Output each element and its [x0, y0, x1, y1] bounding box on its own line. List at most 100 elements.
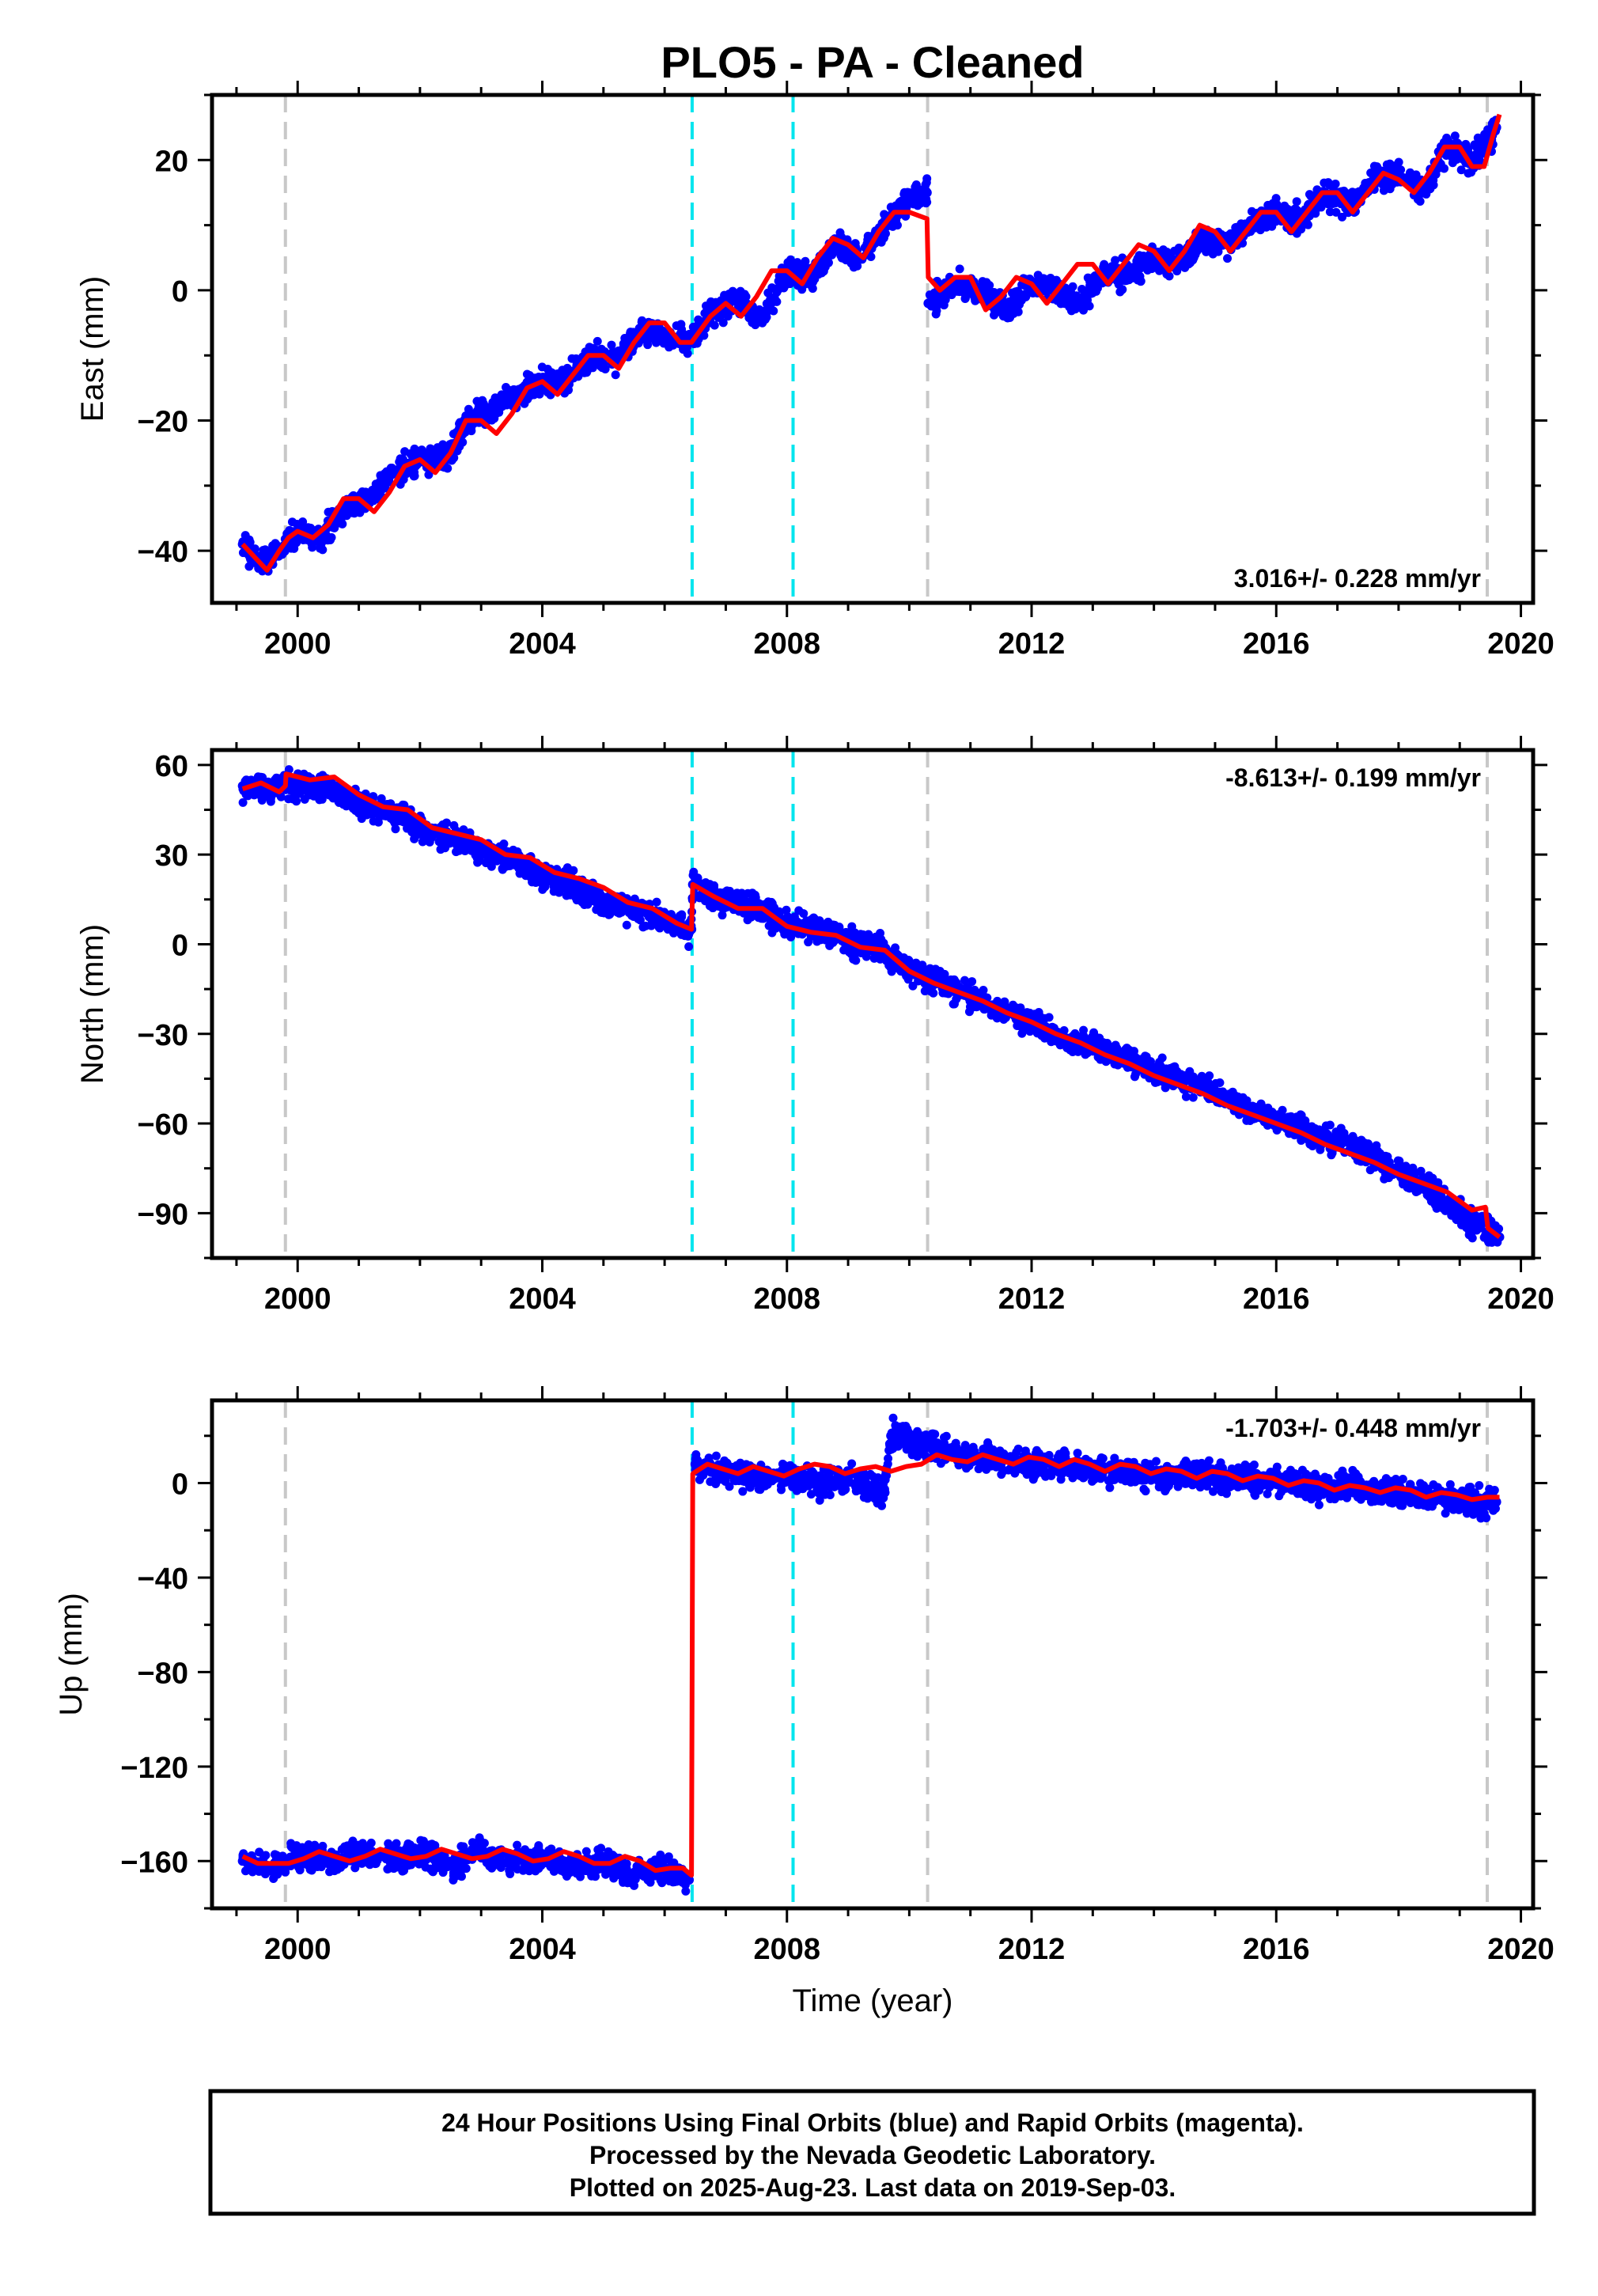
east-data-point [955, 264, 964, 274]
north-data-point [580, 900, 589, 909]
east-data-point [424, 470, 434, 479]
north-data-point [967, 1003, 976, 1013]
east-plot-content [237, 95, 1502, 603]
east-data-point [888, 222, 898, 231]
east-data-point [1039, 286, 1049, 296]
north-data-point [1034, 1007, 1043, 1017]
north-data-point [767, 897, 776, 907]
north-data-point [634, 911, 644, 920]
east-data-point [672, 321, 681, 331]
east-x-tick-label: 2016 [1243, 627, 1310, 661]
east-data-point [757, 311, 767, 321]
east-data-point [866, 252, 876, 262]
east-data-point [770, 293, 779, 302]
east-data-point [1456, 165, 1466, 175]
north-data-point [767, 928, 777, 938]
north-data-point [743, 897, 752, 907]
east-data-point [932, 306, 941, 316]
east-data-point [1418, 188, 1428, 198]
east-data-point [953, 278, 964, 289]
east-y-axis-label: East (mm) [75, 276, 110, 422]
north-data-point [1040, 1013, 1050, 1023]
east-data-point [1013, 290, 1022, 299]
north-data-point [1252, 1105, 1262, 1115]
north-data-point [1263, 1104, 1272, 1113]
east-data-point [1331, 195, 1340, 205]
east-data-point [748, 310, 758, 320]
east-data-point [922, 188, 932, 198]
north-data-point [1395, 1156, 1404, 1165]
east-data-point [607, 340, 616, 350]
east-data-point [914, 185, 924, 195]
east-data-point [679, 332, 688, 342]
east-data-point [1068, 282, 1077, 291]
east-data-point [527, 389, 536, 399]
north-data-point [292, 797, 301, 806]
north-data-point [1175, 1070, 1184, 1079]
east-data-point [377, 486, 386, 495]
east-plot-area [212, 95, 1533, 603]
east-data-point [651, 328, 661, 338]
east-data-point [1429, 180, 1438, 190]
east-data-point [1132, 256, 1142, 266]
north-data-point [1327, 1150, 1336, 1160]
north-data-point [1363, 1139, 1373, 1149]
north-data-point [317, 794, 327, 804]
east-data-point [417, 448, 426, 457]
north-data-point [1405, 1164, 1414, 1173]
north-data-point [577, 881, 586, 891]
north-data-point [403, 824, 412, 833]
north-data-point [722, 886, 732, 896]
east-data-point [1135, 271, 1145, 281]
east-x-tick-label: 2008 [753, 627, 820, 661]
north-data-point [1101, 1040, 1111, 1050]
north-data-point [551, 886, 560, 896]
east-data-point [382, 467, 392, 476]
north-data-point [1078, 1032, 1088, 1041]
east-data-point [396, 479, 405, 489]
east-data-point [904, 194, 914, 204]
north-data-point [1297, 1135, 1306, 1145]
east-data-point [304, 523, 313, 532]
east-data-point [317, 532, 328, 543]
north-data-point [1016, 1021, 1025, 1031]
east-data-point [308, 543, 317, 552]
north-data-point [335, 798, 344, 807]
north-data-point [920, 987, 930, 996]
north-data-point [1230, 1091, 1240, 1101]
east-y-tick-label: 0 [172, 275, 188, 309]
north-data-point [968, 977, 977, 987]
east-data-point [488, 403, 498, 413]
east-data-point [1450, 131, 1460, 141]
east-data-point [1198, 233, 1208, 244]
north-data-point [1150, 1078, 1160, 1087]
east-data-point [1475, 155, 1484, 165]
north-data-point [492, 856, 502, 866]
north-data-point [743, 888, 752, 898]
east-data-point [553, 369, 562, 378]
east-data-point [491, 393, 501, 403]
east-data-point [1118, 285, 1127, 294]
east-x-tick-label: 2012 [998, 627, 1066, 661]
east-data-point [710, 320, 719, 330]
east-data-point [1272, 199, 1282, 209]
north-data-point [457, 845, 467, 854]
north-data-point [850, 928, 859, 938]
north-data-point [1205, 1071, 1214, 1081]
north-data-point [1403, 1183, 1412, 1192]
north-data-point [438, 820, 448, 830]
east-data-point [740, 290, 749, 299]
east-data-point [502, 383, 511, 392]
east-data-point [923, 298, 933, 309]
north-data-point [434, 837, 444, 847]
north-data-point [647, 916, 657, 926]
north-data-point [1124, 1045, 1134, 1055]
north-data-point [1272, 1125, 1282, 1135]
north-data-point [336, 784, 346, 794]
east-data-point [978, 285, 988, 295]
east-data-point [960, 294, 970, 304]
east-data-point [271, 539, 280, 548]
east-data-point [1371, 167, 1380, 176]
north-data-point [799, 909, 808, 919]
north-data-point [851, 956, 861, 965]
